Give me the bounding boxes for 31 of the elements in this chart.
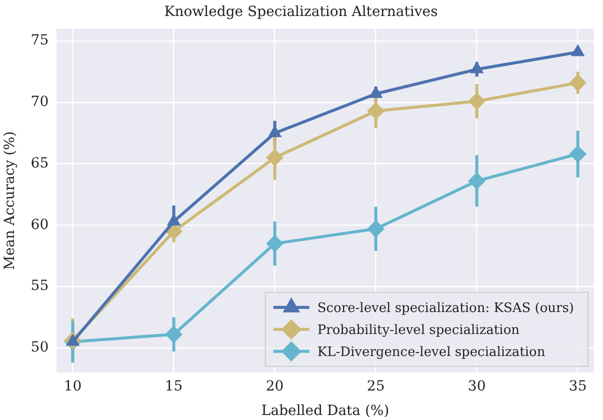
x-tick-label: 15: [164, 378, 183, 394]
point: [367, 220, 384, 238]
y-tick-label: 60: [30, 216, 49, 233]
x-tick-label: 30: [468, 378, 486, 394]
x-tick-label: 25: [366, 378, 385, 394]
x-tick-label: 35: [568, 378, 587, 394]
point: [369, 86, 382, 98]
point: [367, 102, 384, 120]
point: [266, 235, 284, 252]
y-tick-label: 65: [30, 155, 49, 172]
y-tick-label: 70: [30, 94, 49, 110]
legend-label: KL-Divergence-level specialization: [317, 344, 546, 360]
chart-title: Knowledge Specialization Alternatives: [164, 4, 438, 20]
point: [569, 74, 586, 92]
legend-label: Score-level specialization: KSAS (ours): [317, 300, 574, 316]
point: [266, 149, 284, 166]
point: [468, 92, 486, 110]
y-axis-title: Mean Accuracy (%): [2, 131, 18, 270]
x-tick-label: 10: [64, 378, 82, 394]
y-tick-label: 55: [30, 278, 49, 294]
point: [569, 145, 586, 162]
legend-label: Probability-level specialization: [317, 322, 520, 338]
point: [470, 62, 484, 74]
x-tick-label: 20: [266, 378, 284, 394]
point: [165, 326, 182, 343]
y-tick-label: 50: [30, 340, 49, 356]
y-tick-label: 75: [30, 32, 49, 49]
point: [571, 44, 584, 56]
point: [468, 172, 486, 190]
x-axis-title: Labelled Data (%): [261, 403, 390, 420]
point: [268, 126, 282, 138]
